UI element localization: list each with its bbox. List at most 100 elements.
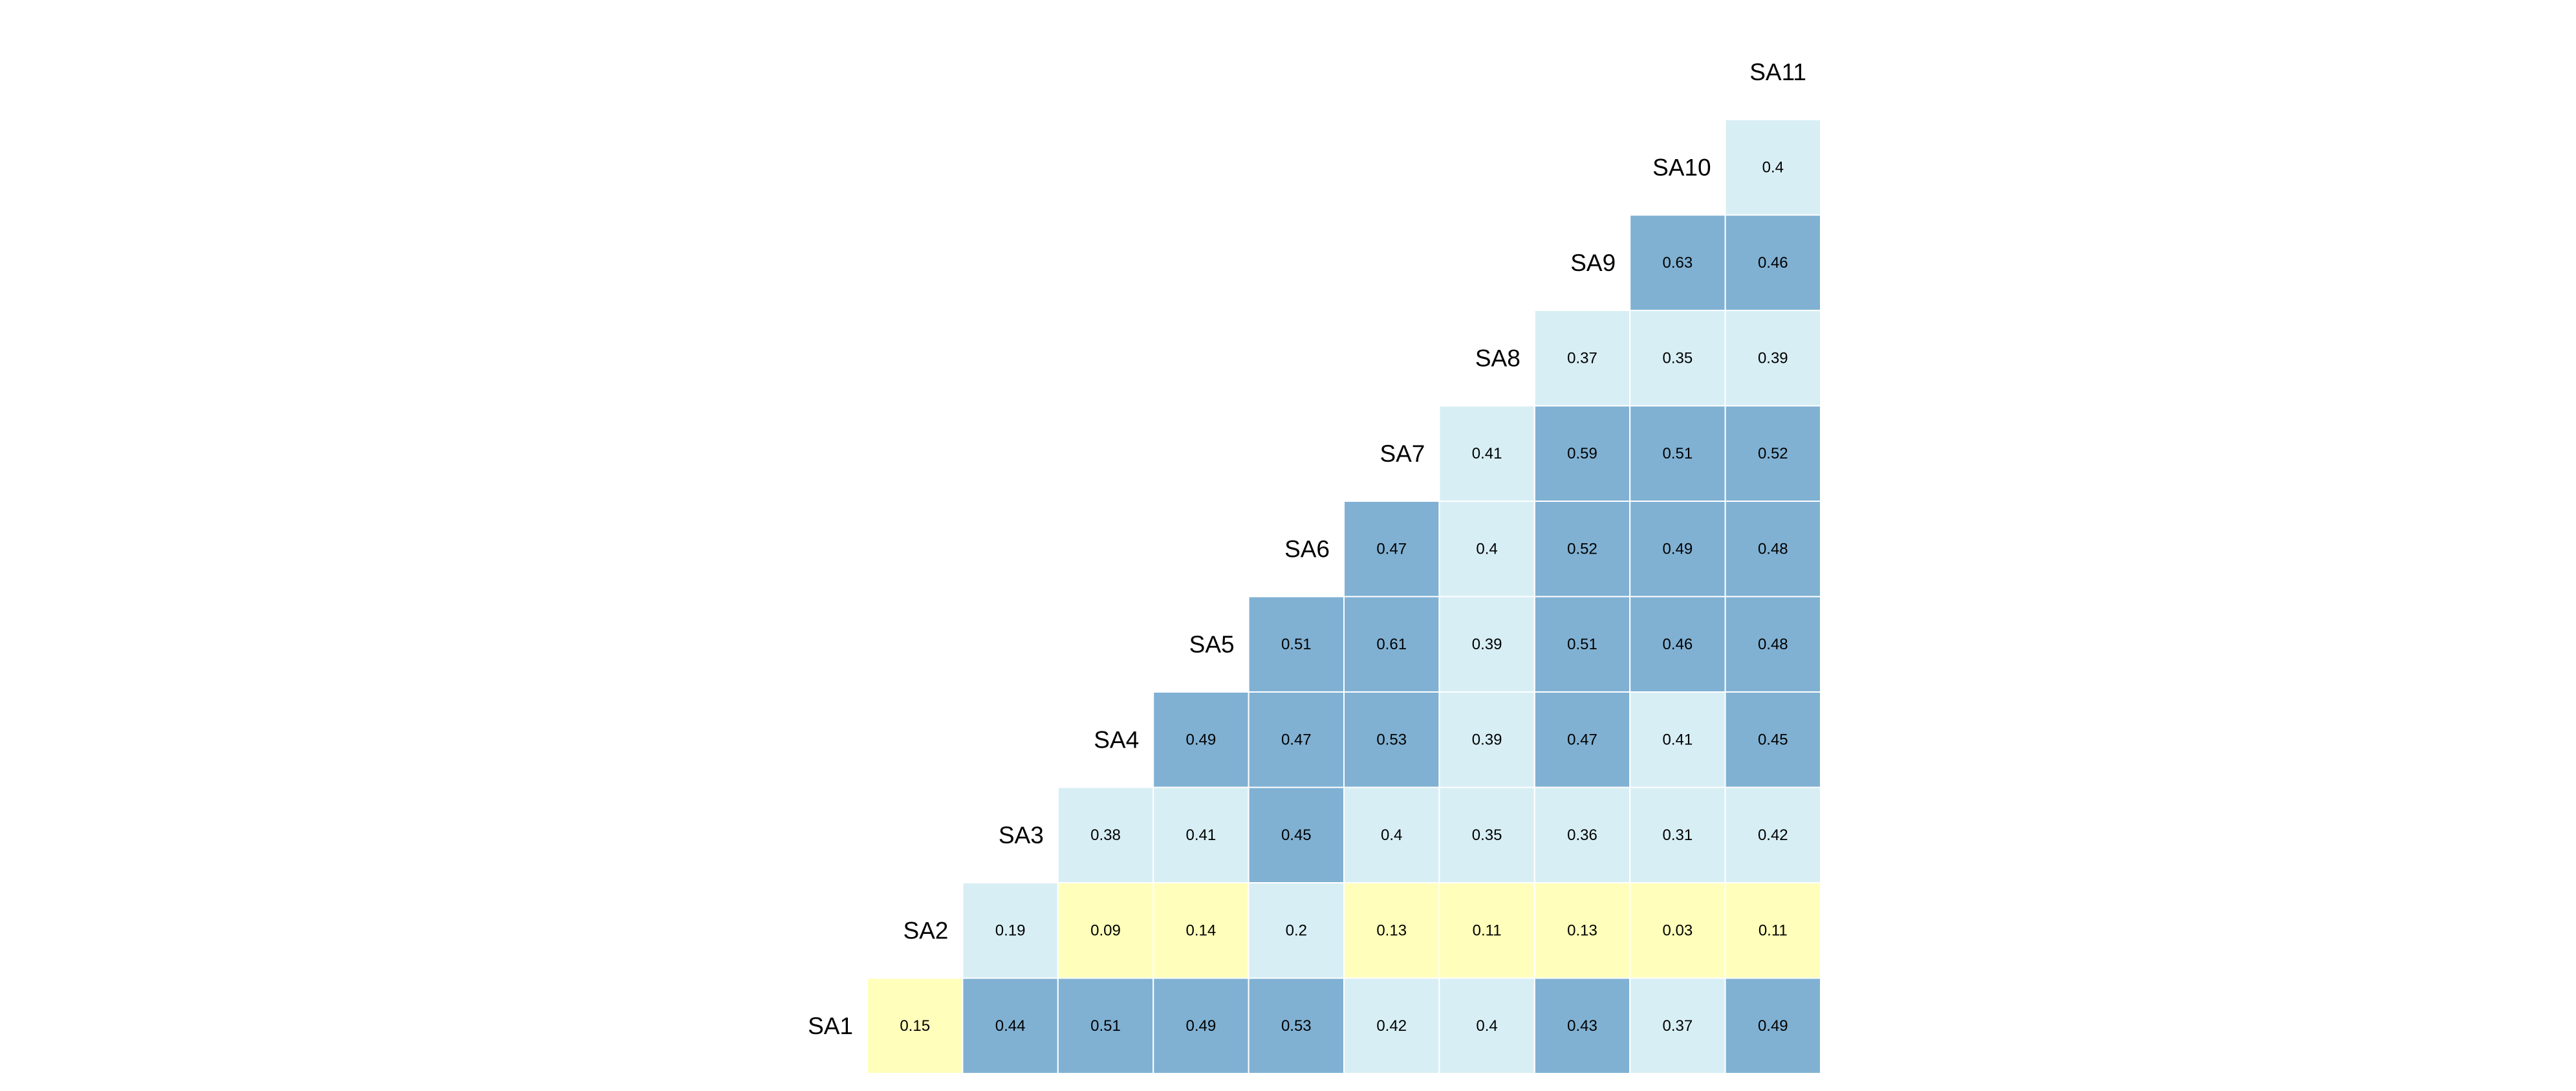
heatmap-cell-label: 0.13: [1567, 922, 1597, 939]
heatmap-cell: [962, 977, 1059, 1074]
heatmap-cell-label: 0.51: [1090, 1017, 1121, 1035]
heatmap-cell: [1533, 405, 1631, 502]
heatmap-cell: [1629, 882, 1726, 979]
heatmap-cell: [1343, 977, 1440, 1074]
heatmap-cell: [1724, 119, 1822, 216]
heatmap-cell: [1153, 882, 1250, 979]
heatmap-cell-label: 0.14: [1186, 922, 1217, 939]
heatmap-cell-label: 0.52: [1567, 540, 1597, 557]
heatmap-cell: [1533, 310, 1631, 407]
heatmap-cell-label: 0.44: [995, 1017, 1026, 1035]
row-label-sa10: SA10: [1652, 154, 1711, 180]
heatmap-cell: [1724, 786, 1822, 883]
heatmap-cell: [1724, 405, 1822, 502]
heatmap-cell-label: 0.49: [1758, 1017, 1788, 1035]
heatmap-cell-label: 0.53: [1376, 731, 1407, 748]
heatmap-cell-label: 0.4: [1762, 158, 1784, 176]
heatmap-cell-label: 0.4: [1476, 540, 1497, 557]
row-label-sa5: SA5: [1189, 631, 1235, 658]
heatmap-cell: [1724, 691, 1822, 788]
heatmap-cell: [1343, 596, 1440, 693]
heatmap-cell: [1438, 882, 1535, 979]
heatmap-cell: [1343, 786, 1440, 883]
heatmap-cell: [1057, 882, 1154, 979]
heatmap-cell-label: 0.48: [1758, 540, 1788, 557]
heatmap-cell-label: 0.46: [1663, 636, 1693, 653]
heatmap-cell: [1438, 501, 1535, 598]
heatmap-cell: [1724, 214, 1822, 311]
heatmap-cell-label: 0.19: [995, 922, 1026, 939]
heatmap-cell-label: 0.43: [1567, 1017, 1597, 1035]
row-label-sa11: SA11: [1749, 59, 1806, 85]
heatmap-cell-label: 0.47: [1281, 731, 1312, 748]
heatmap-cell-label: 0.09: [1090, 922, 1121, 939]
row-label-sa4: SA4: [1094, 726, 1139, 753]
heatmap-cell-label: 0.48: [1758, 636, 1788, 653]
heatmap-cell: [1533, 786, 1631, 883]
heatmap-cell-label: 0.51: [1567, 636, 1597, 653]
heatmap-cell-label: 0.15: [900, 1017, 930, 1035]
heatmap-cell-label: 0.49: [1186, 1017, 1217, 1035]
heatmap-cell-label: 0.41: [1472, 445, 1502, 462]
heatmap-cell-label: 0.39: [1758, 349, 1788, 367]
heatmap-cell: [1629, 214, 1726, 311]
heatmap-cell-label: 0.36: [1567, 826, 1597, 844]
heatmap-cell: [1724, 596, 1822, 693]
heatmap-cell-label: 0.61: [1376, 636, 1407, 653]
heatmap-cell-labels: 0.15 0.44 0.51 0.49 0.53 0.42 0.4 0.43 0.37 0.49 0…: [900, 158, 1788, 1035]
heatmap-cell-label: 0.47: [1567, 731, 1597, 748]
heatmap-cell: [1057, 786, 1154, 883]
heatmap-cell-label: 0.37: [1567, 349, 1597, 367]
heatmap-cell-label: 0.37: [1663, 1017, 1693, 1035]
heatmap-cell-label: 0.39: [1472, 636, 1502, 653]
heatmap-cell: [1438, 596, 1535, 693]
heatmap-cell-label: 0.11: [1473, 922, 1502, 939]
heatmap-cell: [1343, 501, 1440, 598]
heatmap-cell-label: 0.41: [1663, 731, 1693, 748]
heatmap-cell-label: 0.59: [1567, 445, 1597, 462]
heatmap-cell-label: 0.51: [1663, 445, 1693, 462]
row-label-sa3: SA3: [999, 822, 1044, 848]
heatmap-cell: [1248, 596, 1345, 693]
heatmap-cell-label: 0.35: [1663, 349, 1693, 367]
heatmap-cell-label: 0.39: [1472, 731, 1502, 748]
heatmap-cell-label: 0.4: [1381, 826, 1402, 844]
row-label-sa7: SA7: [1380, 440, 1425, 467]
heatmap-cell: [1533, 882, 1631, 979]
heatmap-row-labels: SA1 SA2 SA3 SA4 SA5 SA6 SA7 SA8 SA9 SA10 SA11: [808, 59, 1806, 1039]
heatmap-cell-label: 0.49: [1186, 731, 1217, 748]
heatmap-cell-label: 0.38: [1090, 826, 1121, 844]
heatmap-cell: [1248, 977, 1345, 1074]
heatmap-cell-label: 0.03: [1663, 922, 1693, 939]
heatmap-cell-label: 0.41: [1186, 826, 1217, 844]
heatmap-cell: [1248, 691, 1345, 788]
heatmap-cell: [1724, 501, 1822, 598]
heatmap-cell-label: 0.2: [1286, 922, 1307, 939]
heatmap-cell: [1629, 977, 1726, 1074]
heatmap-cell: [1438, 977, 1535, 1074]
heatmap-cell: [1153, 786, 1250, 883]
row-label-sa2: SA2: [903, 917, 948, 944]
heatmap-cell-label: 0.53: [1281, 1017, 1312, 1035]
row-label-sa9: SA9: [1570, 250, 1616, 276]
heatmap-cell-label: 0.47: [1376, 540, 1407, 557]
heatmap-cells: [867, 119, 1822, 1074]
heatmap-cell-label: 0.51: [1281, 636, 1312, 653]
heatmap-cell: [1153, 977, 1250, 1074]
heatmap-cell-label: 0.35: [1472, 826, 1502, 844]
heatmap-cell-label: 0.52: [1758, 445, 1788, 462]
heatmap-cell: [1724, 882, 1822, 979]
heatmap-cell: [1533, 977, 1631, 1074]
heatmap-cell: [867, 977, 964, 1074]
row-label-sa1: SA1: [808, 1013, 853, 1039]
heatmap-cell-label: 0.49: [1663, 540, 1693, 557]
heatmap-cell: [1533, 596, 1631, 693]
heatmap-cell-label: 0.4: [1476, 1017, 1497, 1035]
heatmap-cell-label: 0.42: [1758, 826, 1788, 844]
heatmap-cell: [1724, 977, 1822, 1074]
row-label-sa8: SA8: [1475, 345, 1521, 371]
heatmap-cell-label: 0.11: [1759, 922, 1788, 939]
heatmap-cell: [1724, 310, 1822, 407]
heatmap-cell-label: 0.45: [1758, 731, 1788, 748]
